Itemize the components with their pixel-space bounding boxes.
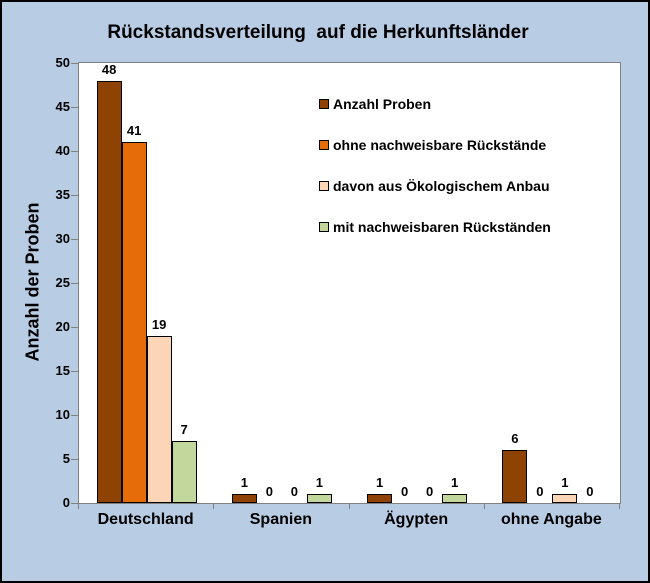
chart-title: Rückstandsverteilung auf die Herkunftslä… [107, 22, 529, 43]
y-tick-label: 20 [55, 319, 70, 334]
y-tick-mark [71, 371, 78, 372]
bar-value-label: 6 [511, 431, 519, 447]
bar-value-label: 0 [426, 484, 434, 499]
bar [442, 494, 468, 503]
bar-value-label: 1 [315, 475, 323, 491]
y-tick-label: 0 [62, 495, 70, 510]
x-tick-mark [213, 504, 214, 509]
bar-value-label: 0 [265, 484, 273, 499]
legend-item: mit nachweisbaren Rückständen [319, 219, 551, 235]
legend-swatch-icon [319, 222, 329, 232]
y-tick-mark [71, 503, 78, 504]
y-tick-label: 25 [55, 275, 70, 290]
legend-item: ohne nachweisbare Rückstände [319, 137, 551, 153]
bar-value-label: 1 [240, 475, 248, 491]
bar-value-label: 0 [586, 484, 594, 499]
legend-label: Anzahl Proben [333, 96, 432, 112]
bar-value-label: 19 [151, 316, 167, 332]
plot-area: Anzahl Proben ohne nachweisbare Rückständ… [78, 62, 621, 504]
legend-label: davon aus Ökologischem Anbau [333, 178, 550, 194]
legend-swatch-icon [319, 140, 329, 150]
y-tick-label: 45 [55, 99, 70, 114]
y-tick-label: 30 [55, 231, 70, 246]
bar [96, 80, 122, 503]
bar [146, 335, 172, 503]
bar [231, 494, 257, 503]
category-label: ohne Angabe [501, 511, 602, 528]
category-label: Deutschland [97, 511, 194, 528]
y-tick-label: 35 [55, 187, 70, 202]
legend-label: mit nachweisbaren Rückständen [333, 219, 551, 235]
y-tick-mark [71, 283, 78, 284]
y-tick-label: 15 [55, 363, 70, 378]
bar [171, 441, 197, 503]
y-tick-label: 40 [55, 143, 70, 158]
bar-value-label: 41 [126, 123, 142, 139]
legend-swatch-icon [319, 99, 329, 109]
y-tick-mark [71, 107, 78, 108]
y-tick-mark [71, 415, 78, 416]
bar [367, 494, 393, 503]
x-tick-mark [619, 504, 620, 509]
legend-item: davon aus Ökologischem Anbau [319, 178, 551, 194]
bar-value-label: 1 [376, 475, 384, 491]
bar [121, 142, 147, 503]
y-tick-mark [71, 239, 78, 240]
y-tick-mark [71, 195, 78, 196]
chart-legend: Anzahl Proben ohne nachweisbare Rückständ… [319, 96, 551, 260]
x-tick-mark [484, 504, 485, 509]
x-tick-mark [349, 504, 350, 509]
category-label: Spanien [249, 511, 312, 528]
y-tick-mark [71, 63, 78, 64]
x-tick-mark [78, 504, 79, 509]
y-tick-mark [71, 151, 78, 152]
y-tick-mark [71, 327, 78, 328]
bar-value-label: 1 [451, 475, 459, 491]
y-tick-label: 50 [55, 55, 70, 70]
bar-value-label: 48 [101, 61, 117, 77]
bar-value-label: 7 [180, 422, 188, 438]
bar-value-label: 1 [561, 475, 569, 491]
y-tick-label: 10 [55, 407, 70, 422]
bar-value-label: 0 [290, 484, 298, 499]
category-label: Ägypten [384, 511, 449, 528]
y-tick-label: 5 [62, 451, 70, 466]
bar-value-label: 0 [401, 484, 409, 499]
y-tick-mark [71, 459, 78, 460]
legend-label: ohne nachweisbare Rückstände [333, 137, 547, 153]
bar [552, 494, 578, 503]
bar [306, 494, 332, 503]
bar [502, 450, 528, 503]
legend-swatch-icon [319, 181, 329, 191]
legend-item: Anzahl Proben [319, 96, 551, 112]
bar-value-label: 0 [536, 484, 544, 499]
